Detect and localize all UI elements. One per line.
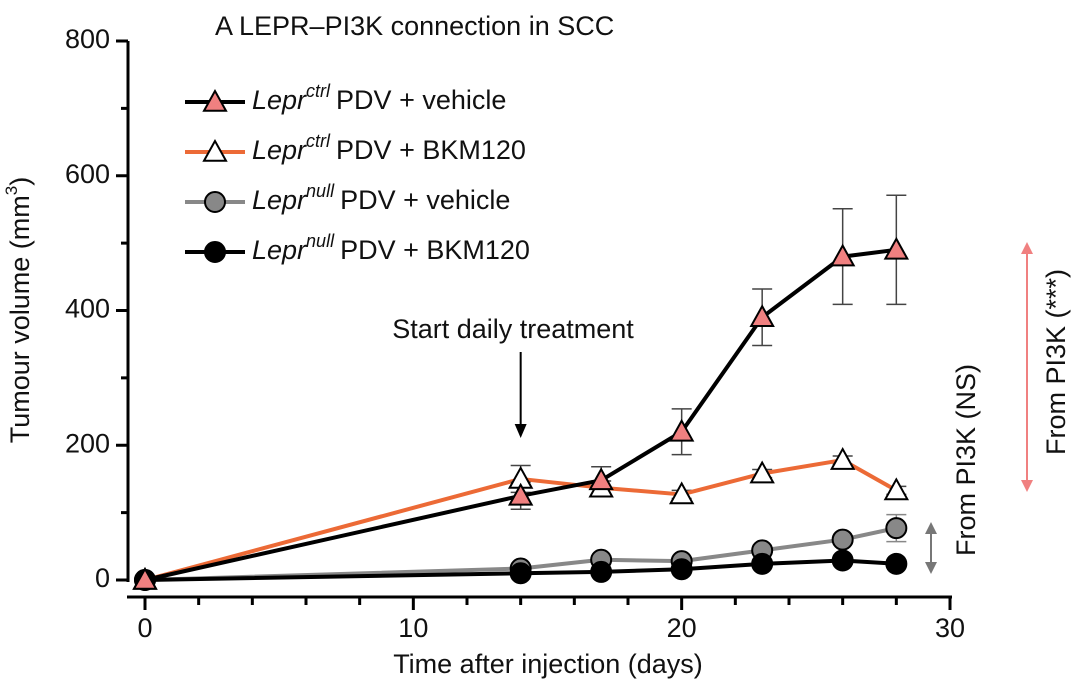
data-point <box>668 418 695 442</box>
legend-marker <box>202 138 228 162</box>
data-point <box>751 552 774 575</box>
y-tick-label: 800 <box>65 24 110 54</box>
annotation-arrowhead <box>514 424 527 438</box>
data-point <box>831 528 854 551</box>
x-tick-label: 30 <box>935 613 965 643</box>
legend-label: Leprctrl PDV + vehicle <box>252 81 506 115</box>
annotation: Start daily treatment <box>392 314 634 344</box>
legend-genotype: null <box>306 181 335 201</box>
legend-gene: Lepr <box>252 235 307 265</box>
ns-arrow-head <box>925 522 937 574</box>
data-point <box>831 549 854 572</box>
legend-label: Leprnull PDV + BKM120 <box>252 231 530 265</box>
legend-marker <box>204 241 226 263</box>
data-point <box>590 560 613 583</box>
data-point <box>749 304 775 328</box>
legend-marker <box>202 88 228 112</box>
data-point <box>670 558 693 581</box>
data-point <box>885 552 908 575</box>
legend-label: Leprnull PDV + vehicle <box>252 181 510 215</box>
chart-title: A LEPR–PI3K connection in SCC <box>215 11 614 41</box>
legend-genotype: ctrl <box>306 131 331 151</box>
y-tick-label: 400 <box>65 294 110 324</box>
legend-rest: PDV + BKM120 <box>340 235 530 265</box>
y-label-end: ) <box>5 177 35 186</box>
data-point <box>507 482 534 506</box>
legend-rest: PDV + vehicle <box>336 85 506 115</box>
legend-genotype: ctrl <box>306 81 331 101</box>
annotation: From PI3K (NS) <box>951 364 981 556</box>
legend-genotype: null <box>306 231 335 251</box>
data-point <box>668 481 695 505</box>
legend-label: Leprctrl PDV + BKM120 <box>252 131 526 165</box>
data-point <box>885 517 908 540</box>
data-point <box>132 566 158 590</box>
legend-gene: Lepr <box>252 185 307 215</box>
legend-gene: Lepr <box>252 135 307 165</box>
data-point <box>588 467 614 491</box>
x-axis-label: Time after injection (days) <box>393 649 703 679</box>
x-tick-label: 20 <box>667 613 697 643</box>
data-point <box>883 477 910 501</box>
legend-gene: Lepr <box>252 85 307 115</box>
data-point <box>829 243 856 267</box>
legend-rest: PDV + vehicle <box>340 185 510 215</box>
x-tick-label: 0 <box>137 613 152 643</box>
data-point <box>883 236 910 260</box>
legend-rest: PDV + BKM120 <box>336 135 526 165</box>
y-tick-label: 600 <box>65 159 110 189</box>
data-point <box>509 562 532 585</box>
data-point <box>829 447 856 470</box>
x-tick-label: 10 <box>398 613 428 643</box>
y-tick-label: 200 <box>65 428 110 458</box>
annotation: From PI3K (***) <box>1041 269 1071 455</box>
y-axis-label: Tumour volume (mm3) <box>2 177 35 444</box>
y-tick-label: 0 <box>95 563 110 593</box>
data-point <box>749 460 775 484</box>
legend-marker <box>204 191 226 213</box>
y-label-sup: 3 <box>2 186 21 195</box>
y-label-text: Tumour volume (mm <box>5 195 35 443</box>
